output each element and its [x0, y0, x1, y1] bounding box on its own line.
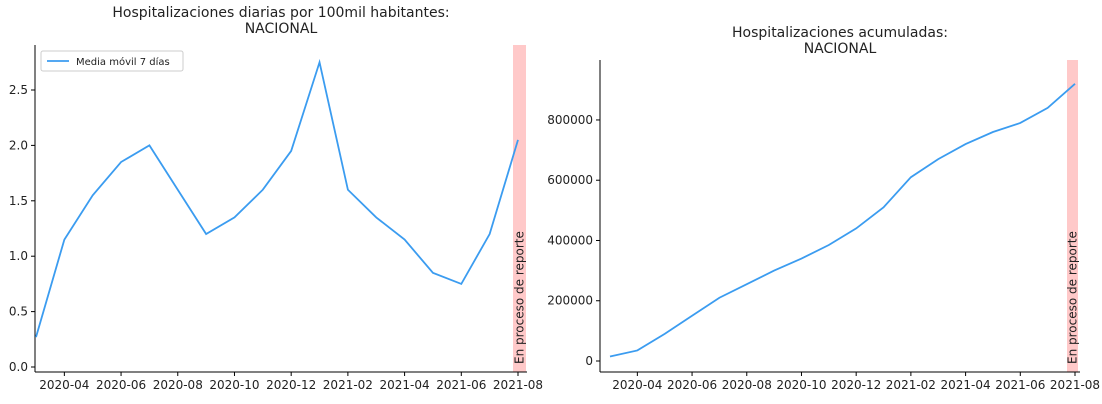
chart-title: Hospitalizaciones acumuladas:: [732, 25, 948, 41]
x-tick-label: 2020-04: [612, 378, 662, 392]
x-tick-label: 2020-10: [209, 378, 259, 392]
y-tick-label: 0.0: [9, 360, 28, 374]
y-tick-label: 1.5: [9, 194, 28, 208]
x-tick-label: 2020-06: [667, 378, 717, 392]
x-tick-label: 2020-06: [96, 378, 146, 392]
y-tick-label: 800000: [547, 113, 593, 127]
chart-title: NACIONAL: [804, 41, 877, 57]
x-tick-label: 2021-02: [886, 378, 936, 392]
report-band: [1067, 60, 1078, 372]
x-tick-label: 2021-02: [323, 378, 373, 392]
y-tick-label: 2.5: [9, 83, 28, 97]
x-tick-label: 2021-06: [995, 378, 1045, 392]
y-tick-label: 0: [585, 354, 593, 368]
y-tick-label: 0.5: [9, 305, 28, 319]
chart-title: Hospitalizaciones diarias por 100mil hab…: [112, 5, 449, 21]
report-band: [513, 45, 526, 372]
x-tick-label: 2021-08: [493, 378, 543, 392]
line: [609, 83, 1076, 358]
x-tick-label: 2020-12: [266, 378, 316, 392]
x-tick-label: 2021-06: [436, 378, 486, 392]
x-tick-label: 2020-08: [153, 378, 203, 392]
chart-title: NACIONAL: [245, 21, 318, 37]
legend-box: [40, 50, 184, 72]
y-tick-label: 1.0: [9, 249, 28, 263]
annotation: En proceso de reporte: [1066, 231, 1080, 364]
x-tick-label: 2020-10: [776, 378, 826, 392]
x-tick-label: 2021-08: [1050, 378, 1100, 392]
annotation: En proceso de reporte: [513, 231, 527, 364]
legend-label: Media móvil 7 días: [76, 56, 170, 68]
y-tick-label: 2.0: [9, 138, 28, 152]
y-tick-label: 400000: [547, 233, 593, 247]
x-tick-label: 2021-04: [380, 378, 430, 392]
y-tick-label: 600000: [547, 173, 593, 187]
x-tick-label: 2021-04: [941, 378, 991, 392]
line: [35, 58, 519, 338]
y-tick-label: 200000: [547, 294, 593, 308]
x-tick-label: 2020-04: [39, 378, 89, 392]
x-tick-label: 2020-08: [722, 378, 772, 392]
x-tick-label: 2020-12: [831, 378, 881, 392]
